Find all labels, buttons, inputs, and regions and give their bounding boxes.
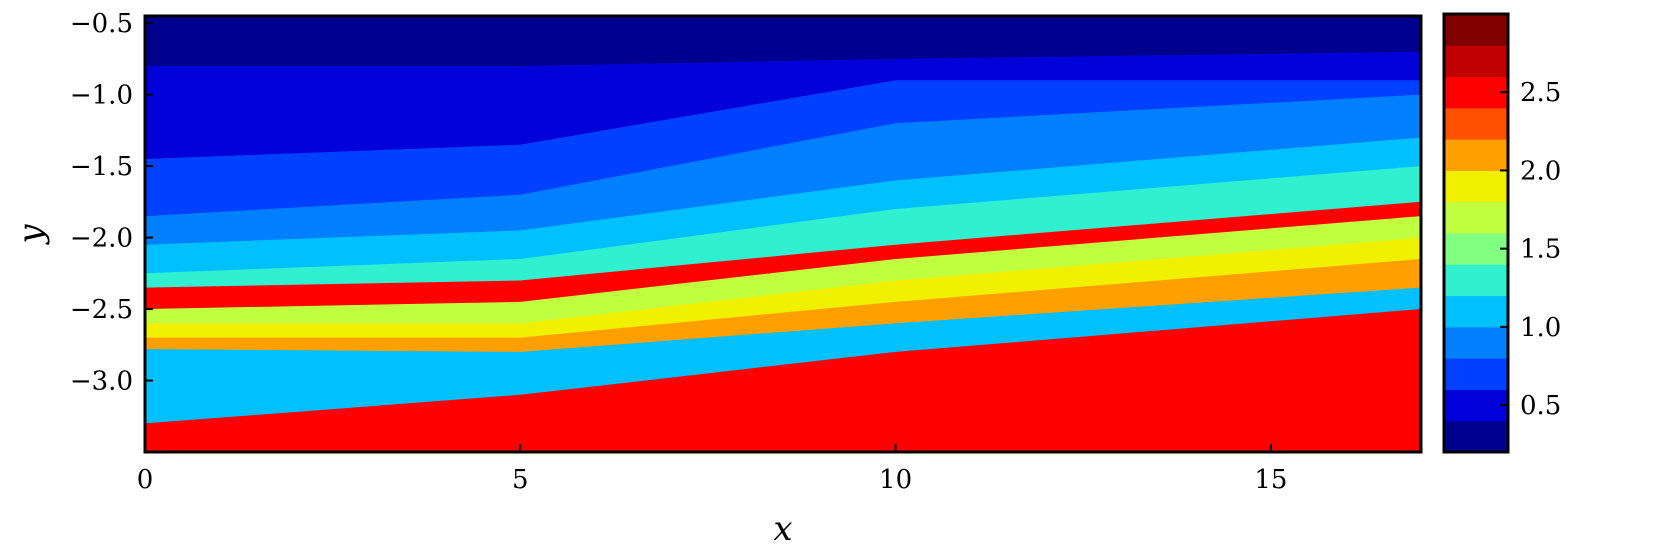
colorbar-segment <box>1444 233 1508 265</box>
x-tick-label: 0 <box>137 465 154 495</box>
y-tick-label: −2.0 <box>70 224 133 254</box>
colorbar-tick-label: 0.5 <box>1520 391 1561 421</box>
y-tick-label: −2.5 <box>70 295 133 325</box>
colorbar-frame <box>1442 12 1510 454</box>
colorbar-segment <box>1444 45 1508 78</box>
y-tick-label: −1.0 <box>70 81 133 111</box>
colorbar-segment <box>1444 326 1508 359</box>
colorbar-segment <box>1444 139 1508 171</box>
colorbar-segment <box>1444 358 1508 390</box>
colorbar-tick-label: 2.0 <box>1520 156 1561 186</box>
colorbar: 0.5 1.0 1.5 2.0 2.5 <box>1442 12 1561 454</box>
colorbar-segment <box>1444 420 1508 453</box>
colorbar-segment <box>1444 76 1508 109</box>
colorbar-segment <box>1444 14 1508 46</box>
x-tick-label: 10 <box>879 465 912 495</box>
colorbar-segment <box>1444 170 1508 203</box>
x-axis-label: x <box>773 509 792 549</box>
y-axis-label: y <box>11 224 51 246</box>
colorbar-segment <box>1444 295 1508 328</box>
colorbar-tick-label: 1.0 <box>1520 313 1561 343</box>
colorbar-tick-label: 2.5 <box>1520 78 1561 108</box>
y-axis: −0.5 −1.0 −1.5 −2.0 −2.5 −3.0 <box>70 9 153 397</box>
heatmap-field <box>145 16 1421 452</box>
plot-frame <box>143 14 1423 454</box>
colorbar-segment <box>1444 264 1508 297</box>
x-tick-label: 15 <box>1254 465 1287 495</box>
colorbar-segment <box>1444 107 1508 140</box>
y-tick-label: −0.5 <box>70 9 133 39</box>
y-tick-label: −1.5 <box>70 152 133 182</box>
colorbar-segment <box>1444 201 1508 234</box>
y-tick-label: −3.0 <box>70 367 133 397</box>
x-axis: 0 5 10 15 <box>137 444 1287 495</box>
colorbar-segment <box>1444 389 1508 422</box>
x-tick-label: 5 <box>512 465 529 495</box>
field-band-11 <box>145 309 1421 452</box>
colorbar-tick-label: 1.5 <box>1520 235 1561 265</box>
